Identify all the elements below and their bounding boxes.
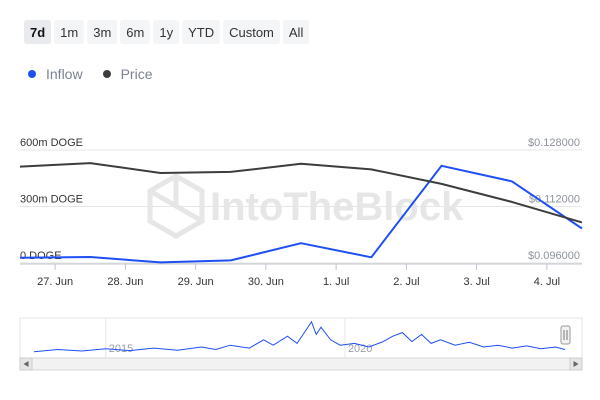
x-tick-label: 27. Jun xyxy=(37,276,73,288)
range-button-3m[interactable]: 3m xyxy=(87,20,118,44)
range-button-7d[interactable]: 7d xyxy=(24,20,52,44)
series-lines xyxy=(19,162,583,264)
range-button-custom[interactable]: Custom xyxy=(223,20,280,44)
x-tick-label: 28. Jun xyxy=(107,276,143,288)
legend-dot-icon xyxy=(102,70,111,78)
y-left-tick-label: 300m DOGE xyxy=(20,194,83,206)
legend-item-inflow[interactable]: Inflow xyxy=(28,66,83,82)
navigator-year-label: 2015 xyxy=(109,343,133,355)
y-left-tick-label: 0 DOGE xyxy=(20,250,62,262)
x-tick-label: 1. Jul xyxy=(323,276,349,288)
navigator-scrollbar[interactable] xyxy=(19,357,583,371)
scroll-right-arrow[interactable] xyxy=(569,357,583,371)
legend-label: Price xyxy=(120,66,153,82)
legend-dot-icon xyxy=(28,70,36,78)
legend-label: Inflow xyxy=(46,66,83,82)
range-button-1y[interactable]: 1y xyxy=(153,20,180,44)
y-left-tick-label: 600m DOGE xyxy=(20,137,83,149)
x-tick-label: 4. Jul xyxy=(534,276,560,288)
range-button-1m[interactable]: 1m xyxy=(54,20,85,44)
range-button-6m[interactable]: 6m xyxy=(120,20,151,44)
legend-item-price[interactable]: Price xyxy=(102,66,153,82)
grid-lines xyxy=(20,149,582,264)
navigator[interactable]: 2015 2020 xyxy=(0,312,600,372)
y-axis-right: $0.096000 $0.112000 $0.128000 xyxy=(528,137,580,262)
x-tick-label: 29. Jun xyxy=(178,276,214,288)
x-tick-label: 3. Jul xyxy=(463,276,489,288)
range-button-ytd[interactable]: YTD xyxy=(182,20,221,44)
series-line-price xyxy=(19,162,583,224)
scroll-left-arrow[interactable] xyxy=(19,357,33,371)
range-button-all[interactable]: All xyxy=(282,20,310,44)
chart-legend: Inflow Price xyxy=(28,66,152,82)
y-right-tick-label: $0.112000 xyxy=(529,194,580,206)
time-range-selector: 7d 1m 3m 6m 1y YTD Custom All xyxy=(24,20,310,44)
navigator-series-line xyxy=(33,320,566,353)
y-right-tick-label: $0.096000 xyxy=(528,250,580,262)
y-right-tick-label: $0.128000 xyxy=(528,137,580,149)
y-axis-left: 0 DOGE 300m DOGE 600m DOGE xyxy=(20,137,83,262)
series-line-inflow xyxy=(19,164,583,264)
x-tick-label: 2. Jul xyxy=(393,276,419,288)
x-tick-label: 30. Jun xyxy=(248,276,284,288)
x-axis: 27. Jun 28. Jun 29. Jun 30. Jun 1. Jul 2. Jul… xyxy=(20,263,582,288)
navigator-handle[interactable] xyxy=(560,325,571,345)
